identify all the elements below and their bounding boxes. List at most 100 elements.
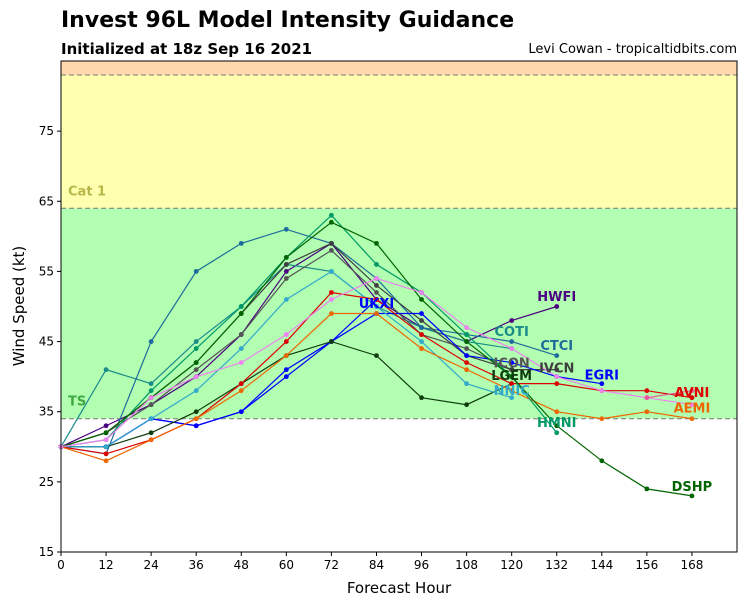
data-point-icon-60 <box>283 276 289 281</box>
data-point-lgem-96 <box>419 395 424 401</box>
data-point-nnic-108 <box>464 381 469 387</box>
x-axis: 0 12 24 36 48 60 72 84 96 108 120 132 144 156 168 <box>57 552 703 572</box>
data-point-egri-48 <box>238 409 244 415</box>
data-point-lgem-24 <box>148 430 154 436</box>
data-point-aemi-24 <box>148 437 154 443</box>
data-point-icon-72 <box>329 247 334 253</box>
data-point-unlabeled-13-120 <box>509 346 515 351</box>
data-point-avni-48 <box>238 381 244 387</box>
band-boundary-lines <box>61 74 737 420</box>
plot-frame <box>60 60 738 553</box>
data-point-coti-24 <box>148 381 154 387</box>
data-point-avni-120 <box>509 381 515 387</box>
data-point-unlabeled-13-60 <box>283 332 289 337</box>
data-point-icon-108 <box>464 346 469 351</box>
x-tick-label-84: 84 <box>369 558 384 572</box>
series-label-hwfi: HWFI <box>537 290 576 305</box>
data-point-aemi-60 <box>283 353 289 358</box>
data-point-unlabeled-13-12 <box>103 437 109 443</box>
data-point-hwfi-120 <box>509 318 515 323</box>
data-point-aemi-132 <box>554 409 560 415</box>
data-point-dshp-108 <box>464 339 469 344</box>
series-points <box>58 212 695 499</box>
data-point-ivcn-120 <box>509 367 515 373</box>
y-tick-label-25: 25 <box>39 475 54 489</box>
x-tick-label-24: 24 <box>143 558 158 572</box>
data-point-coti-12 <box>103 367 109 373</box>
series-label-ukxi: UKXI <box>359 297 395 312</box>
data-point-icon-24 <box>148 402 154 408</box>
data-point-aemi-84 <box>374 311 379 316</box>
data-point-hmni-72 <box>329 212 334 218</box>
data-point-dshp-168 <box>689 493 695 499</box>
data-point-nnic-72 <box>329 269 334 274</box>
data-point-nnic-120 <box>509 395 515 401</box>
data-point-unlabeled-13-48 <box>238 360 244 366</box>
series-label-lgem: LGEM <box>491 369 532 384</box>
data-point-icon-48 <box>238 332 244 337</box>
data-point-nnic-12 <box>103 444 109 450</box>
data-point-egri-96 <box>419 311 424 316</box>
x-tick-label-168: 168 <box>680 558 703 572</box>
band-label-1: TS <box>68 395 86 410</box>
x-axis-label: Forecast Hour <box>347 579 452 597</box>
data-point-unlabeled-13-24 <box>148 395 154 401</box>
data-point-lgem-72 <box>329 339 334 344</box>
data-point-aemi-12 <box>103 458 109 464</box>
data-point-avni-72 <box>329 290 334 295</box>
data-point-hwfi-132 <box>554 304 560 309</box>
band-3 <box>61 61 737 76</box>
data-point-aemi-144 <box>599 416 605 422</box>
data-point-dshp-132 <box>554 423 560 429</box>
data-point-aemi-156 <box>644 409 650 415</box>
data-point-ivcn-60 <box>283 262 289 267</box>
y-tick-label-15: 15 <box>39 545 54 559</box>
x-tick-label-96: 96 <box>414 558 429 572</box>
x-tick-label-132: 132 <box>545 558 568 572</box>
data-point-egri-144 <box>599 381 605 387</box>
series-label-hmni: HMNI <box>537 416 577 431</box>
x-tick-label-108: 108 <box>455 558 478 572</box>
data-point-nnic-84 <box>374 304 379 309</box>
x-tick-label-72: 72 <box>324 558 339 572</box>
data-point-ctci-132 <box>554 353 560 358</box>
data-point-aemi-120 <box>509 388 515 394</box>
data-point-ctci-24 <box>148 339 154 344</box>
y-tick-label-45: 45 <box>39 335 54 349</box>
data-point-ukxi-60 <box>283 374 289 380</box>
data-point-hmni-84 <box>374 262 379 267</box>
series-label-ivcn: IVCN <box>539 362 574 377</box>
chart-credit: Levi Cowan - tropicaltidbits.com <box>528 42 737 57</box>
data-point-dshp-12 <box>103 430 109 436</box>
data-point-egri-60 <box>283 367 289 373</box>
data-point-aemi-96 <box>419 346 424 351</box>
band-label-2: Cat 1 <box>68 184 106 199</box>
data-point-hmni-48 <box>238 304 244 309</box>
data-point-aemi-108 <box>464 367 469 373</box>
data-point-hmni-36 <box>193 346 199 351</box>
chart-title: Invest 96L Model Intensity Guidance <box>61 8 515 33</box>
y-axis-label: Wind Speed (kt) <box>10 246 28 367</box>
data-point-ctci-120 <box>509 339 515 344</box>
data-point-dshp-144 <box>599 458 605 464</box>
data-point-aemi-36 <box>193 416 199 422</box>
data-point-hwfi-60 <box>283 269 289 274</box>
x-tick-label-156: 156 <box>635 558 658 572</box>
x-tick-label-12: 12 <box>98 558 113 572</box>
data-point-unlabeled-13-36 <box>193 374 199 380</box>
data-point-avni-132 <box>554 381 560 387</box>
data-point-avni-12 <box>103 451 109 457</box>
intensity-bands <box>61 61 737 552</box>
data-point-dshp-84 <box>374 240 379 246</box>
data-point-nnic-60 <box>283 297 289 302</box>
data-point-nnic-96 <box>419 339 424 344</box>
y-tick-label-65: 65 <box>39 194 54 208</box>
series-label-dshp: DSHP <box>672 480 713 495</box>
band-labels: TS Cat 1 <box>68 184 106 409</box>
data-point-dshp-60 <box>283 255 289 260</box>
data-point-dshp-120 <box>509 374 515 380</box>
y-tick-label-75: 75 <box>39 124 54 138</box>
data-point-avni-168 <box>689 395 695 401</box>
data-point-ivcn-72 <box>329 240 334 246</box>
series-line-hmni <box>60 214 558 448</box>
